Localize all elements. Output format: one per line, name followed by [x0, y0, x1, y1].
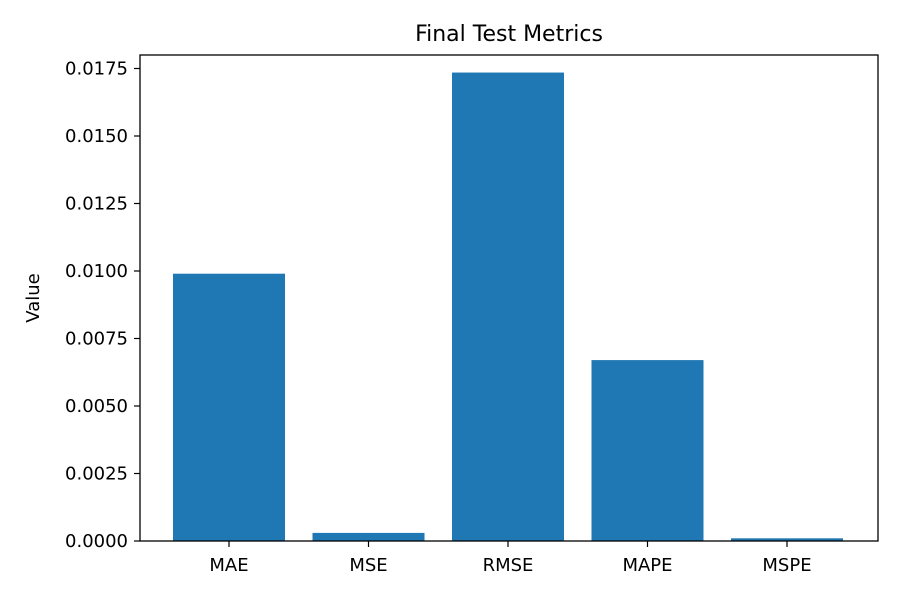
- y-axis-label: Value: [23, 273, 44, 322]
- y-tick-label: 0.0000: [65, 531, 128, 552]
- y-tick-label: 0.0100: [65, 261, 128, 282]
- bar-mse: [312, 532, 425, 541]
- y-tick-label: 0.0075: [65, 329, 128, 350]
- chart-title: Final Test Metrics: [415, 22, 603, 47]
- bars-group: [173, 72, 843, 542]
- y-tick-label: 0.0050: [65, 396, 128, 417]
- bar-rmse: [452, 72, 564, 542]
- y-tick-label: 0.0175: [65, 59, 128, 80]
- x-axis-ticks: MAE MSE RMSE MAPE MSPE: [209, 541, 812, 576]
- y-axis-ticks: 0.0000 0.0025 0.0050 0.0075 0.0100 0.0125 0.01…: [65, 59, 140, 552]
- x-tick-label-mae: MAE: [209, 555, 248, 576]
- plot-frame: [139, 54, 879, 542]
- bar-mape: [591, 360, 704, 541]
- x-tick-label-rmse: RMSE: [483, 555, 534, 576]
- y-tick-label: 0.0025: [65, 464, 128, 485]
- y-tick-label: 0.0125: [65, 194, 128, 215]
- x-tick-label-mape: MAPE: [622, 555, 672, 576]
- x-tick-label-mse: MSE: [349, 555, 387, 576]
- bar-mae: [173, 273, 285, 541]
- x-tick-label-mspe: MSPE: [762, 555, 811, 576]
- y-tick-label: 0.0150: [65, 126, 128, 147]
- bar-mspe: [731, 538, 843, 541]
